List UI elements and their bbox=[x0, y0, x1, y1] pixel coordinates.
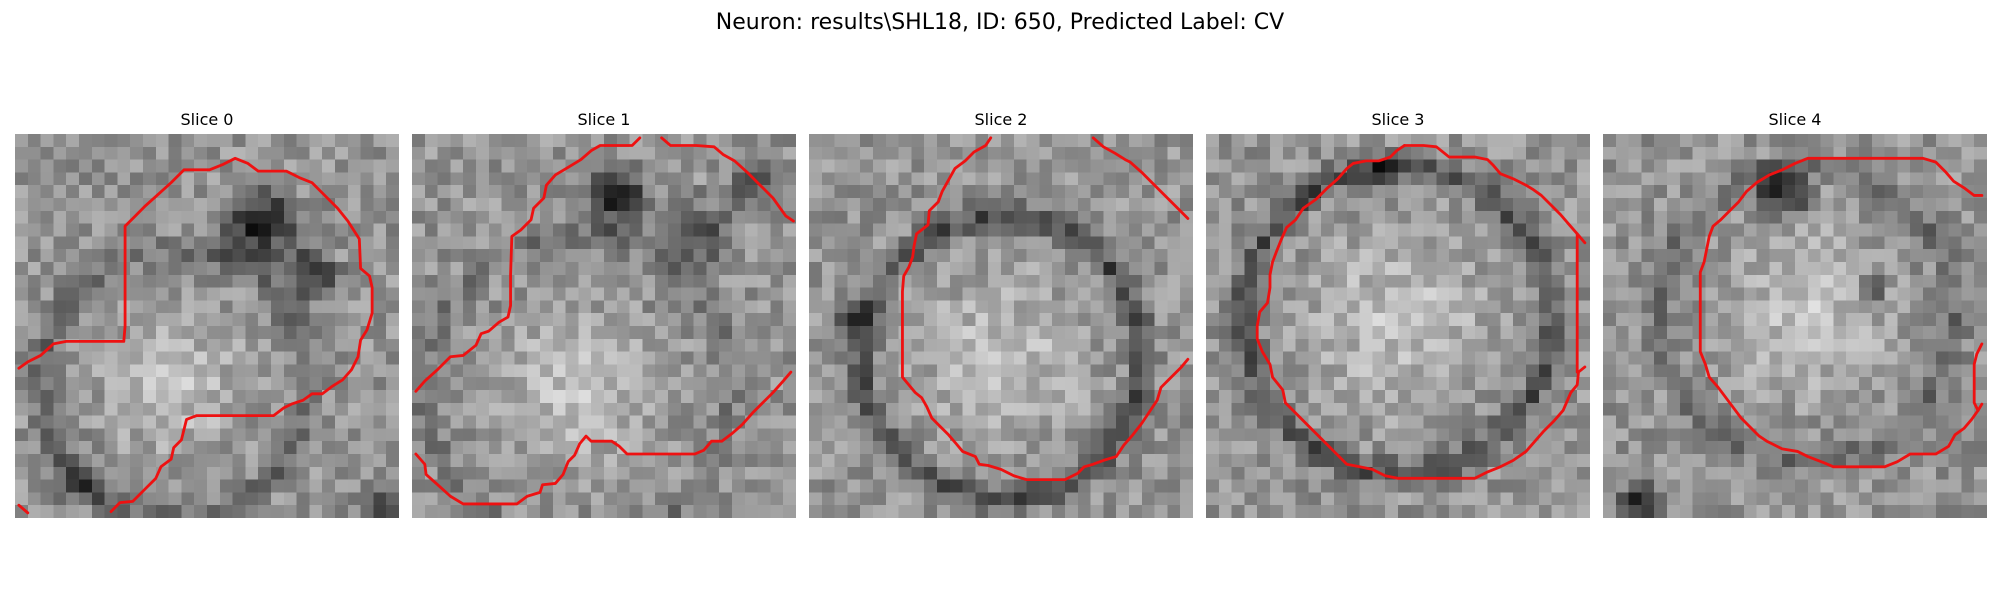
pixel-grid bbox=[809, 134, 1193, 518]
contour-line bbox=[414, 136, 642, 393]
slice-image bbox=[1603, 134, 1987, 518]
contour-line-corner bbox=[1575, 232, 1587, 245]
contour-line bbox=[660, 136, 795, 223]
contour-line bbox=[1698, 156, 1984, 469]
pixel-grid bbox=[1206, 134, 1590, 518]
figure-title: Neuron: results\SHL18, ID: 650, Predicte… bbox=[715, 10, 1285, 35]
slice-title: Slice 2 bbox=[974, 110, 1028, 129]
contour-line bbox=[414, 370, 793, 506]
slice-image bbox=[809, 134, 1193, 518]
contour-line bbox=[1091, 136, 1190, 220]
pixel-grid bbox=[1603, 134, 1987, 518]
slice-title: Slice 0 bbox=[180, 110, 234, 129]
slice-image bbox=[1206, 134, 1590, 518]
contour-line bbox=[1402, 144, 1579, 374]
slice-title: Slice 1 bbox=[577, 110, 631, 129]
contour-line bbox=[1972, 342, 1984, 412]
pixel-grid bbox=[412, 134, 796, 518]
contour-line-corner bbox=[17, 503, 30, 515]
contour-line bbox=[901, 136, 1190, 482]
slice-title: Slice 4 bbox=[1768, 110, 1822, 129]
contour-line bbox=[17, 156, 374, 514]
pixel-grid bbox=[15, 134, 399, 518]
slice-image bbox=[15, 134, 399, 518]
contour-line bbox=[1255, 144, 1587, 480]
slice-title: Slice 3 bbox=[1371, 110, 1425, 129]
slice-image bbox=[412, 134, 796, 518]
